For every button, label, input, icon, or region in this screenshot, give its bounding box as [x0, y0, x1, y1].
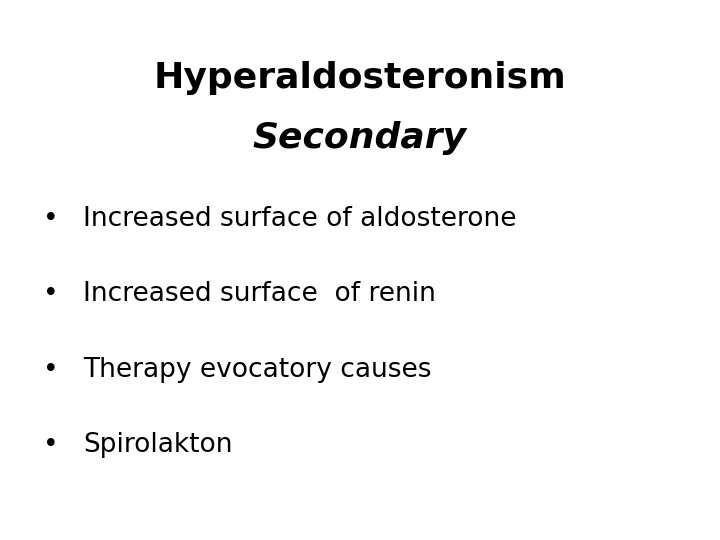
- Text: •: •: [42, 281, 58, 307]
- Text: Increased surface  of renin: Increased surface of renin: [83, 281, 436, 307]
- Text: Spirolakton: Spirolakton: [83, 433, 233, 458]
- Text: Secondary: Secondary: [253, 121, 467, 154]
- Text: Hyperaldosteronism: Hyperaldosteronism: [153, 62, 567, 95]
- Text: •: •: [42, 433, 58, 458]
- Text: Increased surface of aldosterone: Increased surface of aldosterone: [83, 206, 516, 232]
- Text: •: •: [42, 206, 58, 232]
- Text: Therapy evocatory causes: Therapy evocatory causes: [83, 357, 431, 383]
- Text: •: •: [42, 357, 58, 383]
